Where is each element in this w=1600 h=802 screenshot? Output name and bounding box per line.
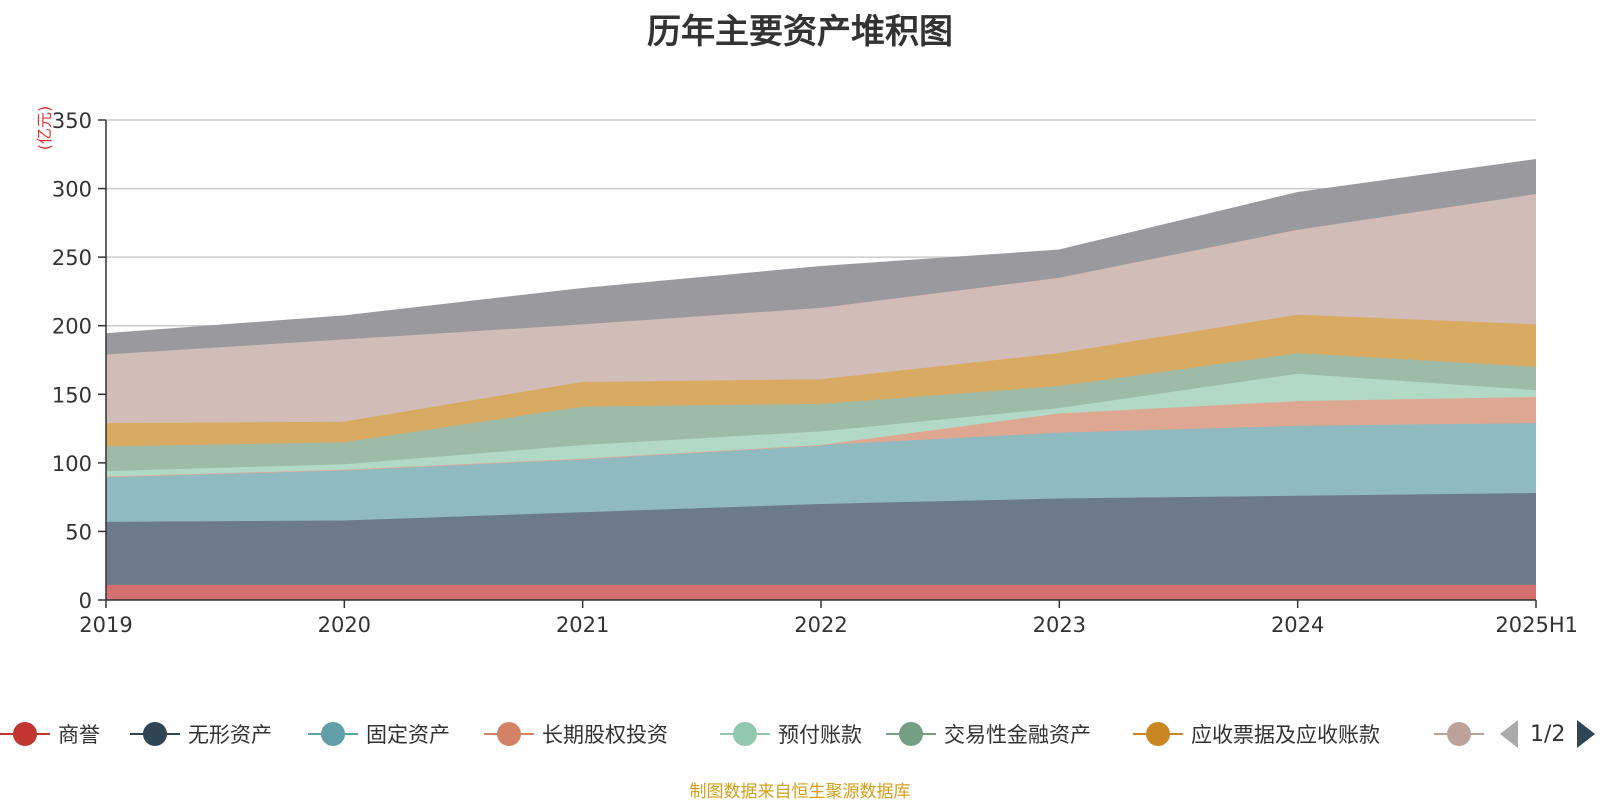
area-series-5 — [106, 373, 1536, 477]
area-series-3 — [106, 423, 1536, 522]
y-tick-label: 150 — [52, 383, 92, 407]
legend-label: 固定资产 — [366, 723, 450, 747]
y-tick-label: 350 — [52, 109, 92, 133]
legend-marker-icon — [720, 712, 770, 756]
area-series-4 — [106, 397, 1536, 477]
legend-marker-icon — [0, 712, 50, 756]
legend-label: 交易性金融资产 — [944, 723, 1091, 747]
x-tick-label: 2023 — [1033, 613, 1086, 637]
x-tick-label: 2022 — [794, 613, 847, 637]
legend-marker-icon — [130, 712, 180, 756]
legend-item[interactable]: 应收票据及应收账款 — [1133, 712, 1380, 756]
legend: 商誉 无形资产 固定资产 长期股权投资 预付账款 交易性金融资产 应收票据及应收账款 — [0, 712, 1600, 756]
area-series-9 — [106, 159, 1536, 355]
legend-label: 应收票据及应收账款 — [1191, 723, 1380, 747]
legend-page-indicator: 1/2 — [1530, 721, 1566, 747]
legend-item[interactable]: 预付账款 — [720, 712, 862, 756]
x-tick-label: 2019 — [79, 613, 132, 637]
legend-item[interactable]: 商誉 — [0, 712, 100, 756]
area-series-1 — [106, 584, 1536, 600]
stacked-area-chart: 0 50 100 150 200 250 300 350 2019 2020 2021 2022 202… — [35, 106, 1578, 637]
y-tick-label: 0 — [79, 589, 92, 613]
x-tick-label: 2024 — [1271, 613, 1324, 637]
x-tick-label: 2020 — [318, 613, 371, 637]
legend-marker-icon — [1434, 712, 1484, 756]
legend-label: 无形资产 — [188, 723, 272, 747]
y-tick-label: 50 — [65, 520, 92, 544]
legend-marker-icon — [308, 712, 358, 756]
legend-label: 商誉 — [58, 723, 100, 747]
x-tick-label: 2025H1 — [1495, 613, 1578, 637]
area-series-7 — [106, 314, 1536, 447]
axes: 0 50 100 150 200 250 300 350 2019 2020 2021 2022 202… — [52, 109, 1578, 637]
legend-label: 预付账款 — [778, 723, 862, 747]
legend-marker-icon — [886, 712, 936, 756]
y-axis-unit-label: (亿元) — [35, 106, 54, 151]
legend-item[interactable]: 固定资产 — [308, 712, 450, 756]
area-series — [105, 159, 1537, 600]
legend-prev-page-icon[interactable] — [1500, 720, 1518, 748]
area-series-2 — [106, 493, 1536, 585]
area-series-edge-8 — [105, 193, 1537, 356]
legend-item[interactable]: 交易性金融资产 — [886, 712, 1091, 756]
legend-label: 长期股权投资 — [542, 723, 668, 747]
legend-item[interactable]: 无形资产 — [130, 712, 272, 756]
y-tick-label: 300 — [52, 178, 92, 202]
legend-marker-icon — [484, 712, 534, 756]
y-tick-label: 200 — [52, 315, 92, 339]
legend-marker-icon — [1133, 712, 1183, 756]
area-series-edge-9 — [105, 159, 1537, 335]
chart-title: 历年主要资产堆积图 — [647, 12, 953, 52]
legend-pager: 1/2 — [1500, 716, 1596, 752]
area-series-6 — [106, 353, 1536, 472]
x-tick-label: 2021 — [556, 613, 609, 637]
y-tick-label: 250 — [52, 246, 92, 270]
y-tick-label: 100 — [52, 452, 92, 476]
legend-next-page-icon[interactable] — [1577, 720, 1596, 748]
source-note: 制图数据来自恒生聚源数据库 — [689, 782, 911, 802]
legend-item[interactable] — [1434, 712, 1492, 756]
legend-item[interactable]: 长期股权投资 — [484, 712, 668, 756]
